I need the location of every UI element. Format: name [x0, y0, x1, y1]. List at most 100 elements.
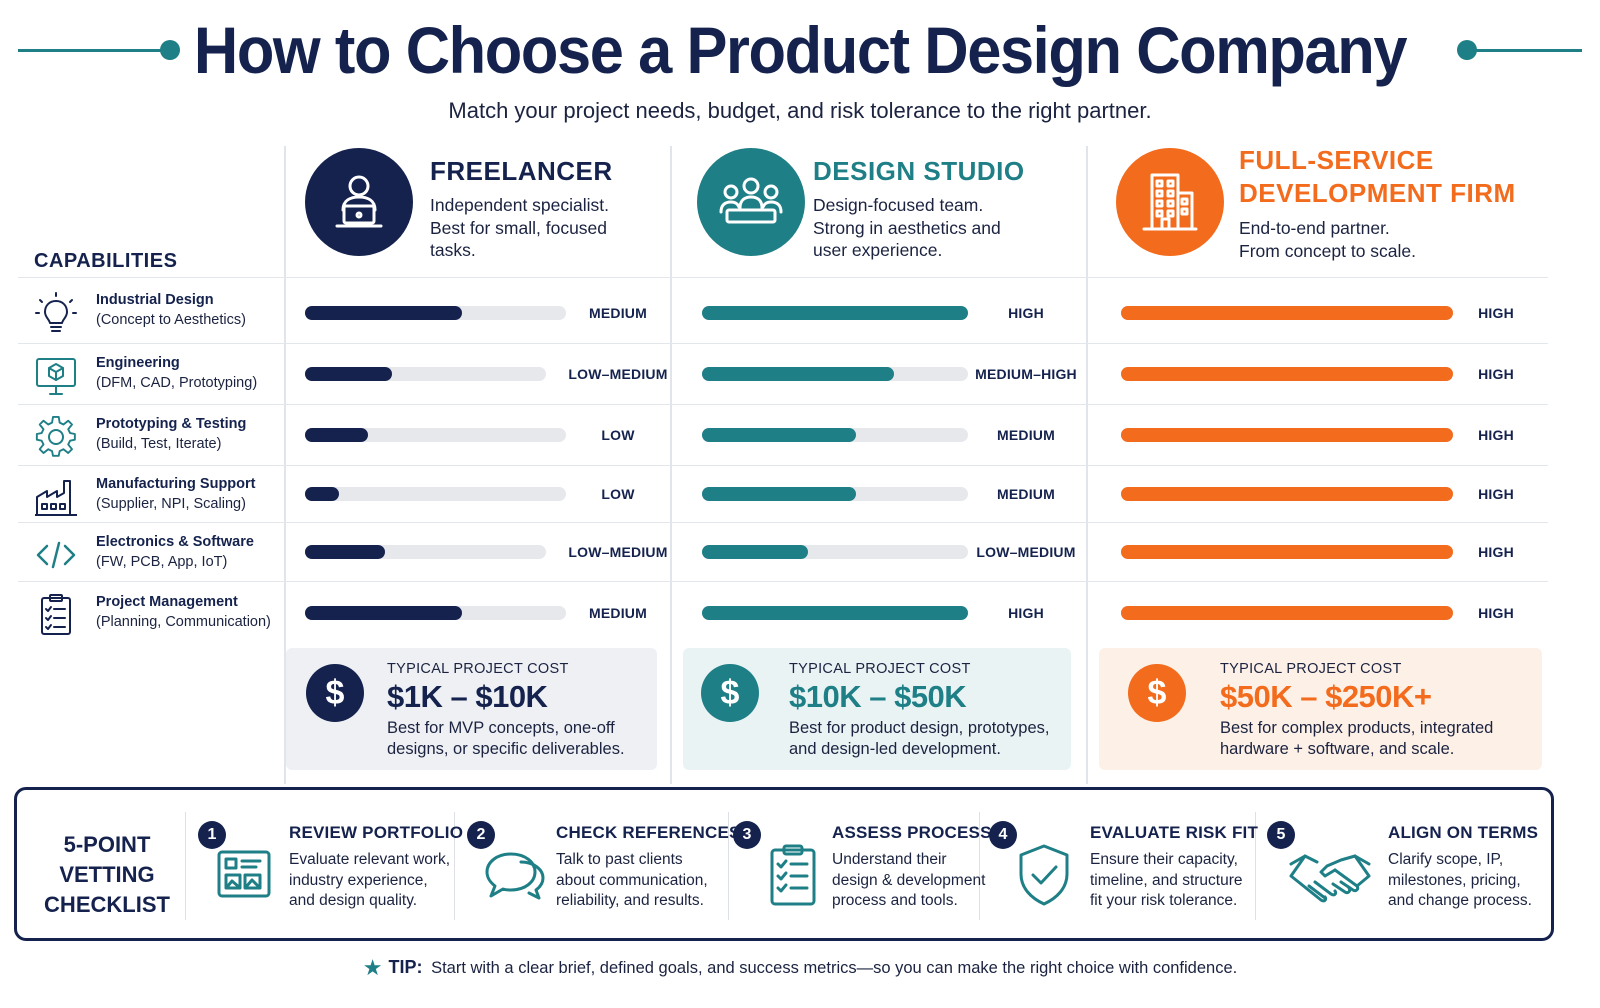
desc-line: process and tools. [832, 892, 958, 909]
desc-line: industry experience, [289, 871, 428, 889]
level-bar-track [702, 367, 968, 381]
freelancer-laptop-icon [305, 148, 413, 256]
gear-icon [34, 415, 78, 459]
step-desc: Talk to past clients about communication… [556, 850, 708, 912]
title-rule-left [18, 49, 168, 52]
cost-desc: Best for MVP concepts, one-off designs, … [387, 718, 625, 760]
cost-card-freelancer: $ TYPICAL PROJECT COST $1K – $10K Best f… [286, 648, 657, 770]
desc-line: design & development [832, 871, 986, 889]
row-divider [18, 522, 1548, 523]
capability-row: Prototyping & Testing (Build, Test, Itera… [30, 405, 285, 465]
level-bar-track [1121, 487, 1453, 501]
step-title: EVALUATE RISK FIT [1090, 823, 1259, 842]
checklist-title-line: 5-POINT VETTING [59, 832, 155, 887]
title-rule-right [1470, 49, 1582, 52]
level-bar-fill [1121, 487, 1453, 501]
level-label: HIGH [1478, 427, 1514, 443]
desc-line: tasks. [430, 240, 476, 260]
checklist-clipboard-icon [760, 842, 826, 908]
column-desc-design-studio: Design-focused team. Strong in aesthetic… [813, 194, 1001, 262]
desc-line: Independent specialist. [430, 195, 610, 215]
level-label: HIGH [1478, 544, 1514, 560]
row-divider [18, 404, 1548, 405]
dollar-icon: $ [1128, 664, 1186, 722]
level-bar-track [1121, 306, 1453, 320]
cost-label: TYPICAL PROJECT COST [387, 661, 569, 677]
checklist-divider [728, 812, 729, 920]
capability-name: Engineering [96, 355, 180, 371]
capability-sub: (Build, Test, Iterate) [96, 436, 222, 452]
monitor-cube-icon [34, 354, 78, 398]
level-bar-track [702, 487, 968, 501]
desc-line: Best for MVP concepts, one-off [387, 719, 615, 737]
level-bar-fill [702, 428, 856, 442]
level-label: HIGH [1478, 605, 1514, 621]
level-bar-fill [305, 606, 462, 620]
capability-row: Project Management (Planning, Communicati… [30, 583, 285, 643]
level-label: HIGH [1478, 366, 1514, 382]
level-bar-fill [1121, 428, 1453, 442]
step-title: ALIGN ON TERMS [1388, 823, 1539, 842]
column-title-freelancer: FREELANCER [430, 156, 613, 186]
desc-line: From concept to scale. [1239, 240, 1417, 261]
capability-sub: (Concept to Aesthetics) [96, 312, 246, 328]
portfolio-card-icon [210, 842, 276, 908]
level-bar-track [305, 428, 566, 442]
desc-line: Understand their [832, 851, 947, 868]
step-desc: Understand their design & development pr… [832, 850, 985, 912]
desc-line: designs, or specific deliverables. [387, 740, 625, 758]
desc-line: Talk to past clients [556, 851, 683, 868]
desc-line: hardware + software, and scale. [1220, 740, 1455, 758]
level-label: LOW–MEDIUM [568, 544, 668, 560]
desc-line: fit your risk tolerance. [1090, 892, 1238, 909]
chat-bubbles-icon [481, 842, 547, 908]
level-bar-track [1121, 428, 1453, 442]
checklist-divider [185, 812, 186, 920]
level-bar-track [702, 306, 968, 320]
step-number: 2 [467, 821, 495, 849]
level-bar-track [305, 306, 566, 320]
column-title-line: DEVELOPMENT FIRM [1239, 178, 1516, 208]
step-number: 3 [733, 821, 761, 849]
capability-sub: (FW, PCB, App, IoT) [96, 554, 228, 570]
checklist-divider [1255, 812, 1256, 920]
capability-row: Industrial Design (Concept to Aesthetics) [30, 281, 285, 341]
level-bar-fill [305, 367, 392, 381]
level-bar-track [702, 428, 968, 442]
cost-card-design-studio: $ TYPICAL PROJECT COST $10K – $50K Best … [683, 648, 1071, 770]
title-dot-right [1457, 40, 1477, 60]
cost-desc: Best for complex products, integrated ha… [1220, 718, 1493, 760]
title-dot-left [160, 40, 180, 60]
page-subtitle: Match your project needs, budget, and ri… [448, 98, 1152, 123]
level-bar-fill [305, 545, 385, 559]
code-brackets-icon [34, 533, 78, 577]
step-title: REVIEW PORTFOLIO [289, 823, 464, 842]
level-bar-fill [702, 487, 856, 501]
tip-text: Start with a clear brief, defined goals,… [431, 959, 1238, 977]
column-header-freelancer: FREELANCER Independent specialist. Best … [300, 148, 670, 265]
level-bar-fill [1121, 367, 1453, 381]
column-desc-freelancer: Independent specialist. Best for small, … [430, 194, 609, 262]
level-bar-fill [702, 606, 968, 620]
desc-line: End-to-end partner. [1239, 218, 1390, 238]
capability-row: Engineering (DFM, CAD, Prototyping) [30, 344, 285, 404]
clipboard-list-icon [34, 593, 78, 637]
lightbulb-icon [34, 291, 78, 335]
capability-name: Manufacturing Support [96, 476, 256, 492]
vetting-checklist: 5-POINT VETTING CHECKLIST 1 REVIEW PORTF… [14, 787, 1554, 941]
capability-sub: (Supplier, NPI, Scaling) [96, 496, 246, 512]
level-label: MEDIUM [997, 427, 1055, 443]
level-bar-track [702, 545, 968, 559]
level-bar-track [1121, 606, 1453, 620]
level-bar-fill [702, 367, 894, 381]
level-bar-fill [1121, 545, 1453, 559]
capability-name: Electronics & Software [96, 534, 254, 550]
shield-check-icon [1011, 842, 1077, 908]
checklist-title: 5-POINT VETTING CHECKLIST [27, 830, 187, 920]
dollar-icon: $ [306, 664, 364, 722]
factory-icon [34, 475, 78, 519]
level-bar-track [305, 545, 546, 559]
desc-line: Design-focused team. [813, 195, 984, 215]
column-desc-full-service: End-to-end partner. From concept to scal… [1239, 217, 1416, 262]
level-bar-track [702, 606, 968, 620]
